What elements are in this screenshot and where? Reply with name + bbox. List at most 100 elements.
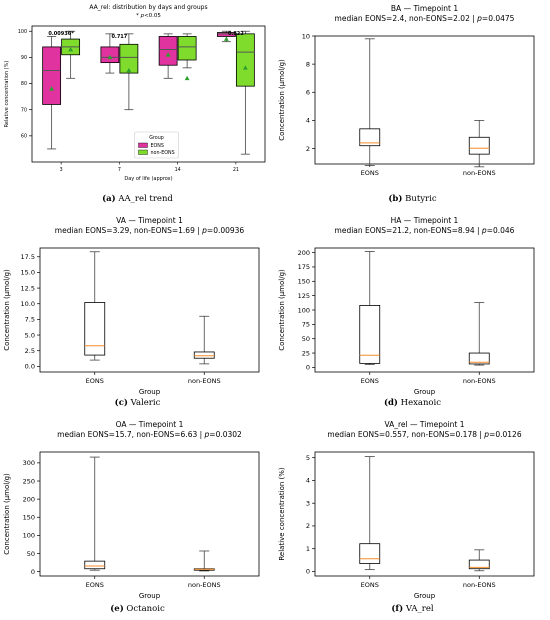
x-tick-label: non-EONS xyxy=(463,377,496,385)
x-tick-label: EONS xyxy=(361,581,379,589)
y-tick-label: 250 xyxy=(23,477,35,485)
mean-marker xyxy=(68,46,74,52)
y-tick-label: 5 xyxy=(306,454,310,462)
y-tick-label: 80 xyxy=(21,81,27,87)
x-tick-label: 7 xyxy=(118,167,121,173)
y-axis-label: Concentration (µmol/g) xyxy=(278,269,286,351)
caption-f: (f) VA_rel xyxy=(391,604,434,614)
plot-frame xyxy=(314,247,535,373)
x-tick-label: 3 xyxy=(60,167,63,173)
box xyxy=(235,33,255,87)
chart-subtitle: median EONS=0.557, non-EONS=0.178 | p=0.… xyxy=(327,430,521,439)
chart-title: AA_rel: distribution by days and groups xyxy=(89,4,207,11)
legend-swatch xyxy=(138,142,148,148)
y-tick-label: 17.5 xyxy=(21,253,35,261)
y-tick-label: 200 xyxy=(23,495,35,503)
box xyxy=(158,36,178,66)
chart-title: HA — Timepoint 1 xyxy=(391,216,459,225)
plot-frame xyxy=(314,35,535,165)
x-tick-label: non-EONS xyxy=(188,581,221,589)
box xyxy=(100,46,120,64)
chart-subtitle: median EONS=3.29, non-EONS=1.69 | p=0.00… xyxy=(55,226,245,235)
y-tick-label: 4 xyxy=(306,477,310,485)
mean-marker xyxy=(165,52,171,57)
box xyxy=(216,32,236,37)
y-tick-label: 12.5 xyxy=(21,284,35,292)
chart-aa-rel-trend: AA_rel: distribution by days and groups *… xyxy=(4,4,266,182)
y-tick-label: 0 xyxy=(306,568,310,576)
mean-marker xyxy=(242,65,248,70)
y-tick-label: 150 xyxy=(23,514,35,522)
mean-marker xyxy=(49,86,55,91)
significance-label: 0.717 xyxy=(111,34,127,40)
x-tick-label: non-EONS xyxy=(463,581,496,589)
box xyxy=(468,559,490,570)
chart-subtitle: median EONS=2.4, non-EONS=2.02 | p=0.047… xyxy=(335,14,515,23)
plot-frame xyxy=(31,25,266,163)
x-tick-label: EONS xyxy=(86,377,104,385)
significance-label: 0.822 xyxy=(228,31,244,37)
y-tick-label: 3 xyxy=(306,499,310,507)
y-tick-label: 6 xyxy=(306,89,310,97)
y-axis-label: Concentration (µmol/g) xyxy=(3,473,11,555)
y-tick-label: 2.5 xyxy=(25,347,35,355)
chart-subtitle: median EONS=15.7, non-EONS=6.63 | p=0.03… xyxy=(57,430,242,439)
y-tick-label: 25 xyxy=(302,349,310,357)
box xyxy=(193,351,215,359)
y-tick-label: 100 xyxy=(298,306,310,314)
box xyxy=(42,46,62,105)
chart-title: VA_rel — Timepoint 1 xyxy=(384,420,464,429)
chart-title: OA — Timepoint 1 xyxy=(116,420,184,429)
y-tick-label: 0 xyxy=(31,568,35,576)
mean-marker xyxy=(184,75,190,81)
y-tick-label: 0 xyxy=(306,364,310,372)
x-axis-label: Group xyxy=(139,592,161,600)
mean-marker xyxy=(126,67,132,73)
caption-d: (d) Hexanoic xyxy=(383,398,442,408)
y-tick-label: 1 xyxy=(306,545,310,553)
y-axis-label: Relative concentration (%) xyxy=(278,467,286,561)
y-tick-label: 10.0 xyxy=(21,300,35,308)
box xyxy=(359,305,381,364)
plot-frame xyxy=(39,451,260,577)
x-axis-label: Group xyxy=(414,388,436,396)
y-tick-label: 7.5 xyxy=(25,316,35,324)
y-tick-label: 50 xyxy=(302,335,310,343)
y-tick-label: 5.0 xyxy=(25,331,35,339)
mean-marker xyxy=(223,36,229,41)
y-tick-label: 100 xyxy=(23,532,35,540)
chart-title: VA — Timepoint 1 xyxy=(116,216,183,225)
y-tick-label: 125 xyxy=(298,292,310,300)
chart-subtitle: median EONS=21.2, non-EONS=8.94 | p=0.04… xyxy=(335,226,515,235)
x-tick-label: 14 xyxy=(175,167,181,173)
y-tick-label: 10 xyxy=(302,32,310,40)
y-tick-label: 0.0 xyxy=(25,363,35,371)
y-axis-label: Concentration (µmol/g) xyxy=(278,59,286,141)
mean-marker xyxy=(107,54,113,60)
y-tick-label: 90 xyxy=(21,55,27,61)
y-tick-label: 8 xyxy=(306,60,310,68)
x-axis-label: Group xyxy=(414,592,436,600)
x-tick-label: EONS xyxy=(86,581,104,589)
y-tick-label: 2 xyxy=(306,522,310,530)
x-tick-label: non-EONS xyxy=(188,377,221,385)
y-tick-label: 150 xyxy=(298,278,310,286)
y-tick-label: 2 xyxy=(306,145,310,153)
box xyxy=(177,36,197,61)
chart-subtitle: * p<0.05 xyxy=(136,13,161,19)
y-tick-label: 50 xyxy=(27,550,35,558)
legend-label: non-EONS xyxy=(151,150,175,156)
y-tick-label: 4 xyxy=(306,117,310,125)
box xyxy=(84,302,106,356)
box xyxy=(359,128,381,147)
legend-swatch xyxy=(138,149,148,155)
caption-a: (a) AA_rel trend xyxy=(102,194,173,204)
y-tick-label: 15.0 xyxy=(21,269,35,277)
y-axis-label: Concentration (µmol/g) xyxy=(3,269,11,351)
legend-title: Group xyxy=(149,135,164,141)
y-tick-label: 60 xyxy=(21,134,27,140)
y-tick-label: 75 xyxy=(302,321,310,329)
